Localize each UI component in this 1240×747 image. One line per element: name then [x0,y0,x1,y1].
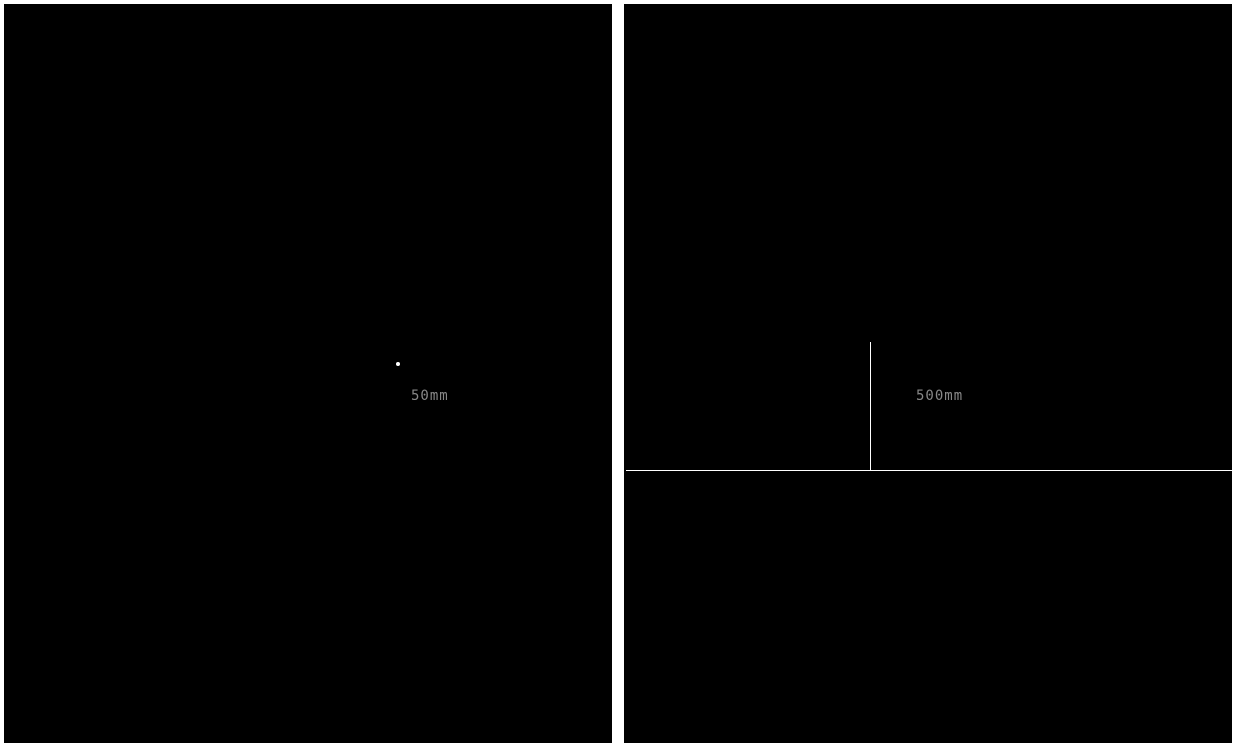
panel-right: 500mm [624,4,1232,743]
marker-dot [396,362,400,366]
horizontal-scale-line [626,470,1234,471]
panel-left: 50mm [4,4,612,743]
scale-label-left: 50mm [411,388,449,404]
vertical-scale-line [870,342,871,470]
scale-label-right: 500mm [916,388,963,404]
